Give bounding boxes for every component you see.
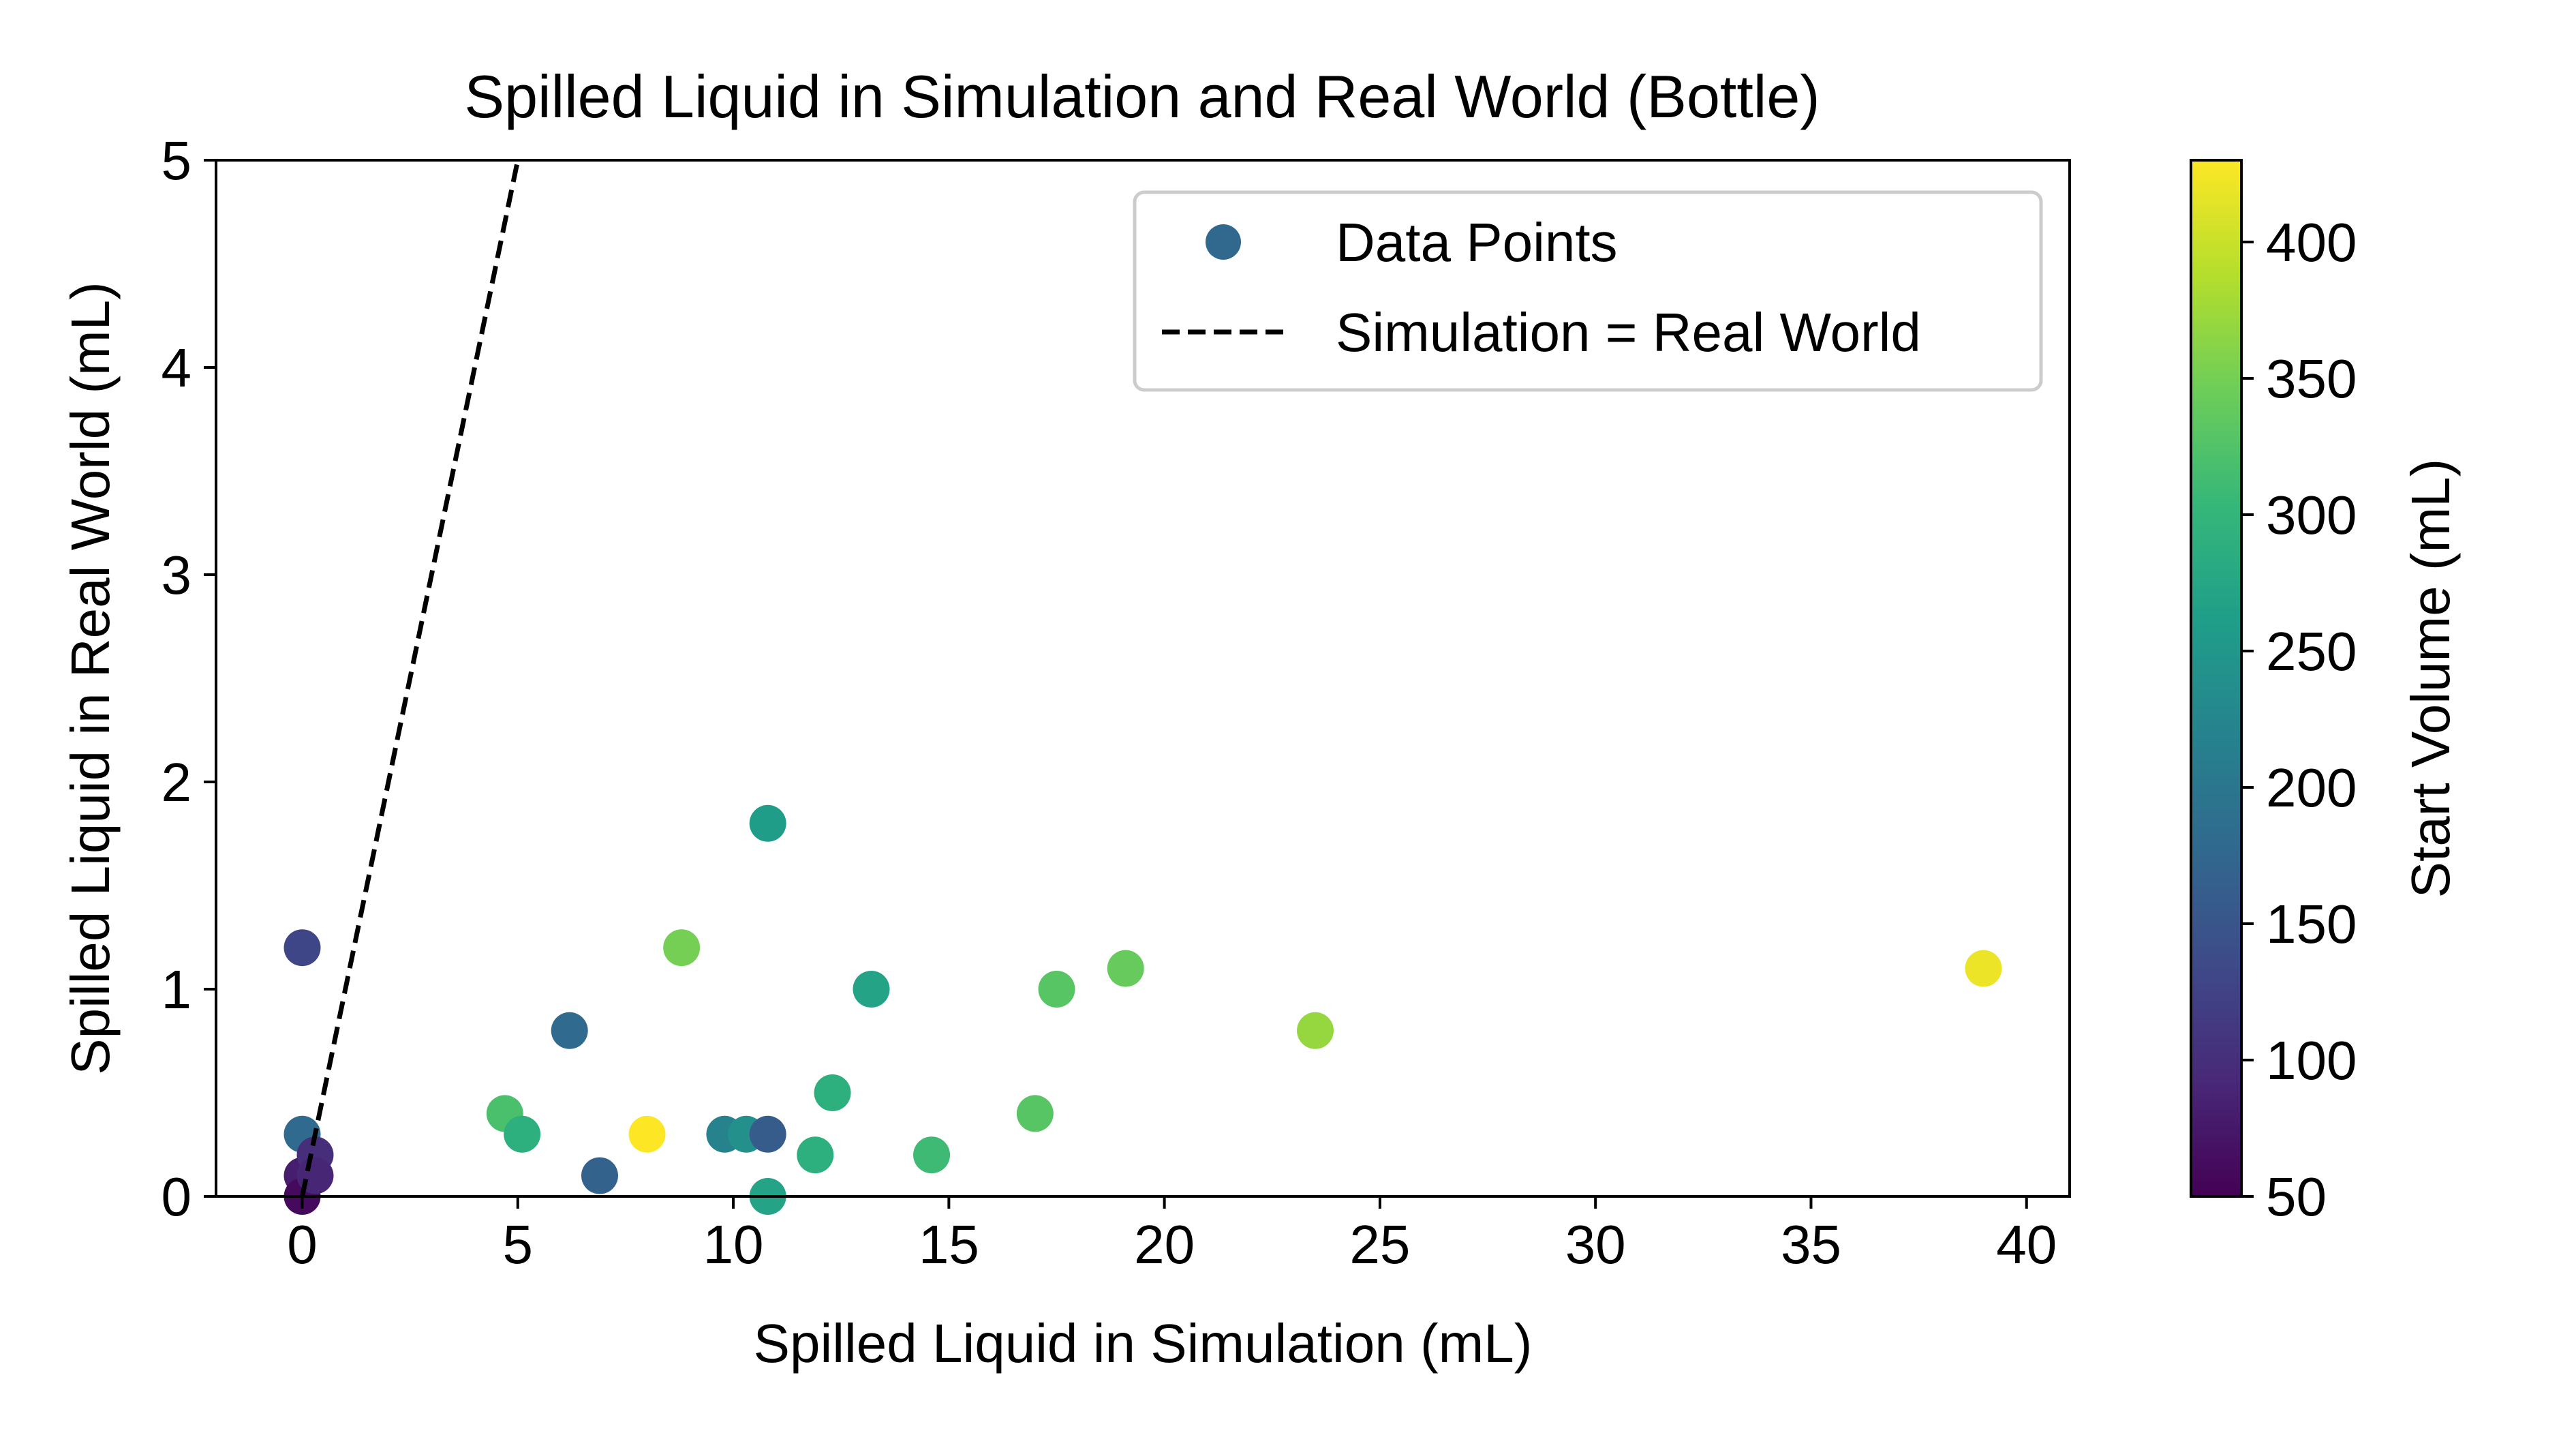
colorbar-tick-label: 250	[2266, 621, 2357, 682]
colorbar-tick-label: 350	[2266, 348, 2357, 409]
colorbar	[2190, 159, 2243, 1198]
colorbar-tick-label: 200	[2266, 757, 2357, 818]
reference-line-path	[300, 160, 521, 1197]
chart-title: Spilled Liquid in Simulation and Real Wo…	[464, 63, 1820, 130]
x-tick-label: 35	[1781, 1214, 1841, 1275]
colorbar-tick-label: 50	[2266, 1166, 2327, 1227]
data-point	[814, 1074, 851, 1111]
data-point	[663, 929, 701, 967]
data-point	[504, 1115, 541, 1153]
y-tick-label: 4	[162, 337, 192, 398]
data-point	[551, 1012, 588, 1049]
x-axis-ticks: 0 5 10 15 20 25 30 35 40	[287, 1196, 2057, 1275]
data-point	[1107, 950, 1144, 987]
legend-box	[1133, 190, 2043, 392]
data-point	[749, 804, 786, 842]
data-point	[283, 929, 321, 967]
legend-label: Simulation = Real World	[1336, 302, 1921, 363]
x-tick-label: 5	[503, 1214, 534, 1275]
data-point	[1038, 971, 1075, 1008]
data-point	[581, 1157, 618, 1194]
data-point	[749, 1115, 786, 1153]
x-tick-label: 40	[1996, 1214, 2057, 1275]
legend-marker-icon	[1206, 224, 1241, 260]
x-axis-label: Spilled Liquid in Simulation (mL)	[754, 1313, 1533, 1374]
y-tick-label: 3	[162, 545, 192, 605]
colorbar-label: Start Volume (mL)	[2400, 459, 2461, 898]
colorbar-tick-label: 150	[2266, 894, 2357, 954]
data-point	[1016, 1095, 1054, 1132]
y-tick-label: 5	[162, 130, 192, 191]
data-points	[283, 804, 2002, 1215]
colorbar-tick-label: 100	[2266, 1030, 2357, 1091]
y-axis-ticks: 0 1 2 3 4 5	[162, 130, 216, 1227]
data-point	[628, 1115, 666, 1153]
y-tick-label: 2	[162, 752, 192, 813]
data-point	[797, 1136, 834, 1174]
x-tick-label: 15	[919, 1214, 979, 1275]
legend-label: Data Points	[1336, 212, 1618, 273]
y-tick-label: 1	[162, 959, 192, 1020]
legend: Data Points Simulation = Real World	[1133, 190, 2043, 392]
x-tick-label: 0	[287, 1214, 318, 1275]
plot-area-frame	[215, 159, 2071, 1198]
colorbar-ticks: 50 100 150 200 250 300 350 400	[2241, 212, 2357, 1227]
data-point	[1297, 1012, 1334, 1049]
data-point	[1965, 950, 2002, 987]
y-axis-label: Spilled Liquid in Real World (mL)	[60, 282, 121, 1074]
data-point	[913, 1136, 951, 1174]
x-tick-label: 20	[1134, 1214, 1195, 1275]
colorbar-tick-label: 300	[2266, 485, 2357, 545]
x-tick-label: 30	[1565, 1214, 1626, 1275]
data-point	[853, 971, 890, 1008]
colorbar-tick-label: 400	[2266, 212, 2357, 273]
y-tick-label: 0	[162, 1166, 192, 1227]
reference-line	[300, 160, 521, 1197]
x-tick-label: 25	[1349, 1214, 1410, 1275]
x-tick-label: 10	[703, 1214, 764, 1275]
